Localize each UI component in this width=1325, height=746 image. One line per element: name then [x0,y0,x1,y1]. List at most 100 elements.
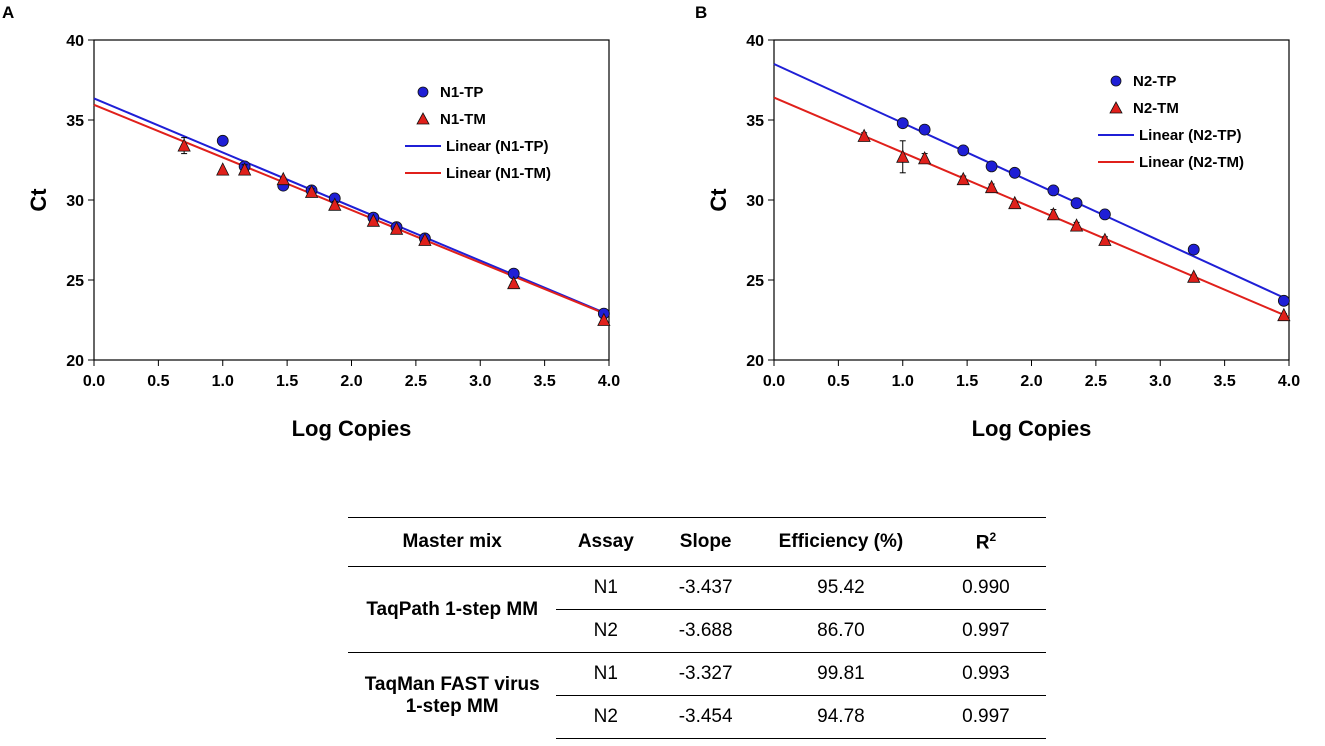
assay-cell: N1 [556,652,656,696]
trend-line [93,97,610,316]
data-point-triangle [1046,207,1061,221]
x-tick-label: 2.0 [1020,373,1042,390]
master-mix-cell: TaqMan FAST virus 1-step MM [348,652,557,739]
data-point-triangle [1008,195,1022,210]
legend-marker-triangle [416,112,430,125]
data-point-triangle [418,232,432,246]
table-header-row: Master mix Assay Slope Efficiency (%) R2 [348,517,1046,567]
efficiency-cell: 99.81 [756,652,926,696]
slope-cell: -3.437 [678,577,733,598]
header-efficiency: Efficiency (%) [756,517,926,567]
y-tick-label: 25 [746,273,764,290]
chart-panel-a: A 20 25 30 35 40 0.0 0.5 1.0 1.5 2.0 2.5 3.0 3.5 4.0 Lo… [2,3,620,441]
y-axis-title: Ct [26,188,51,212]
plot-frame [93,39,610,361]
trend-line [93,103,610,317]
assay-cell: N2 [556,695,656,739]
legend-marker-triangle [1109,101,1123,114]
data-point-circle [957,144,970,157]
data-point-triangle [366,213,381,227]
legend-marker-circle [1110,75,1122,87]
data-point-triangle [956,171,970,186]
y-tick-label: 30 [66,193,84,210]
master-mix-line-2: 1-step MM [405,695,499,717]
data-point-circle [1098,208,1111,221]
data-point-circle [1047,184,1060,197]
legend-label: Linear (N2-TP) [1139,127,1242,144]
data-point-triangle [917,151,932,165]
data-point-triangle [857,128,871,142]
data-point-triangle [276,171,290,186]
table-row: N2 -3.688 86.70 0.997 [348,609,1046,653]
data-point-triangle [304,184,319,198]
slope-cell: -3.327 [655,652,757,696]
x-tick-label: 3.5 [534,373,556,390]
efficiency-cell: 94.78 [756,695,926,739]
data-point-circle [1070,197,1083,210]
r2-cell: 0.997 [925,609,1046,653]
stats-table-wrap: Master mix Assay Slope Efficiency (%) R2… [348,517,1046,739]
trend-line [773,63,1290,301]
legend-marker-circle [417,86,429,98]
r2-cell: 0.993 [925,652,1046,696]
data-point-triangle [984,179,999,194]
legend-label: N2-TP [1133,73,1176,90]
data-point-circle [1277,294,1290,307]
data-point-triangle [1187,269,1201,283]
slope-cell: -3.688 [655,609,757,653]
efficiency-cell: 86.70 [756,609,926,653]
x-tick-label: 3.0 [1149,373,1171,390]
x-tick-label: 1.5 [956,373,978,390]
header-r-squared: R2 [925,517,1046,567]
legend-label: Linear (N1-TM) [446,165,551,182]
data-point-triangle [1098,232,1112,246]
data-point-circle [1008,166,1021,179]
r2-cell: 0.997 [925,695,1046,739]
r2-cell: 0.990 [962,577,1010,598]
y-tick-label: 40 [746,33,764,50]
header-r-squared-sup: 2 [989,529,997,544]
data-point-circle [918,123,931,136]
panel-letter: A [2,3,14,22]
data-point-triangle [507,275,521,290]
plot-frame [773,39,1290,361]
data-point-circle [896,117,909,130]
x-axis-title: Log Copies [292,416,412,441]
header-master-mix: Master mix [348,517,557,567]
legend-label: N1-TP [440,84,483,101]
data-point-triangle [237,162,252,176]
table-row: TaqMan FAST virus 1-step MM N1 -3.327 99.… [348,652,1046,739]
x-axis-title: Log Copies [972,416,1092,441]
data-point-triangle [389,221,404,235]
header-slope: Slope [655,517,757,567]
data-point-triangle [328,197,342,211]
chart-panel-b: B 20 25 30 35 40 0.0 0.5 1.0 1.5 2.0 2.5 3.0 3.5 4.0 Lo… [695,3,1300,441]
slope-cell: -3.454 [655,695,757,739]
x-tick-label: 0.0 [763,373,785,390]
x-tick-label: 2.0 [340,373,362,390]
assay-cell: N1 [593,577,618,598]
data-point-triangle [177,138,191,152]
data-point-circle [985,160,998,173]
legend-label: N1-TM [440,111,486,128]
assay-cell: N2 [556,609,656,653]
y-tick-label: 35 [746,113,764,130]
y-tick-label: 20 [746,353,764,370]
x-tick-label: 3.0 [469,373,491,390]
master-mix-cell: TaqPath 1-step MM [366,598,539,620]
legend-label: Linear (N1-TP) [446,138,549,155]
x-tick-label: 1.0 [892,373,914,390]
y-tick-label: 40 [66,33,84,50]
panel-letter: B [695,3,707,22]
x-tick-label: 0.0 [83,373,105,390]
data-point-triangle [896,149,910,163]
table-row: TaqPath 1-step MM N1 -3.437 95.42 0.990 [348,567,1046,620]
data-point-triangle [216,162,230,176]
header-r-squared-label: R [975,532,990,554]
y-tick-label: 35 [66,113,84,130]
data-point-triangle [597,312,611,326]
data-point-triangle [1069,218,1084,232]
legend-label: N2-TM [1133,100,1179,117]
x-tick-label: 3.5 [1214,373,1236,390]
master-mix-line-1: TaqMan FAST virus [364,673,540,695]
